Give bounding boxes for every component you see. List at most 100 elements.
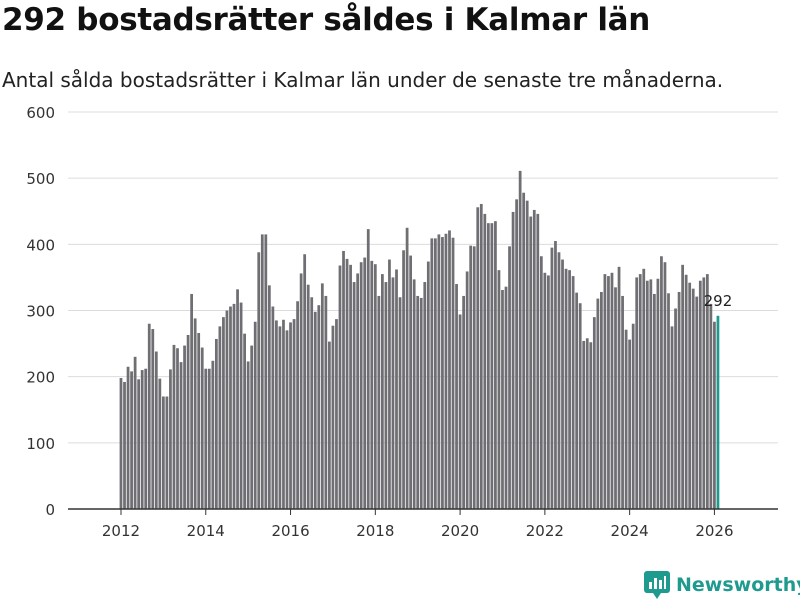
bar: [451, 237, 455, 509]
bar: [331, 325, 335, 509]
bar: [437, 234, 441, 510]
x-tick-label: 2014: [187, 522, 225, 540]
bar: [292, 319, 296, 509]
bar: [335, 319, 338, 509]
bar: [539, 256, 543, 509]
bar: [186, 334, 190, 509]
bar: [296, 301, 299, 509]
bar: [161, 396, 165, 509]
bar: [349, 264, 352, 509]
bar: [660, 256, 663, 509]
bar: [709, 303, 713, 509]
bar: [522, 192, 526, 509]
bar: [412, 279, 416, 509]
bar: [532, 209, 536, 509]
x-tick-label: 2016: [271, 522, 309, 540]
bar: [698, 280, 702, 509]
bar: [667, 293, 670, 509]
x-tick-label: 2026: [695, 522, 733, 540]
bar: [631, 323, 635, 509]
bar: [345, 258, 349, 509]
x-axis: 2012 2014 2016 2018 2020 2022 2024 2026: [68, 508, 778, 540]
bar: [642, 268, 646, 509]
bar: [320, 283, 324, 509]
bar: [695, 296, 699, 509]
x-tick-label: 2022: [526, 522, 564, 540]
x-tick-label: 2020: [441, 522, 479, 540]
bar: [225, 310, 229, 509]
bar: [469, 245, 473, 509]
bar: [391, 277, 395, 509]
bar: [303, 254, 307, 509]
bar: [582, 340, 586, 509]
bar: [409, 255, 413, 509]
bar: [236, 289, 239, 509]
bar: [635, 277, 639, 509]
y-tick-label: 200: [26, 369, 55, 387]
newsworthy-logo-icon: [644, 571, 670, 599]
bar: [684, 274, 688, 509]
bar: [645, 280, 649, 509]
bar: [716, 315, 720, 509]
bar: [525, 200, 529, 509]
bar: [691, 288, 695, 509]
bar: [359, 262, 363, 509]
bar: [204, 368, 208, 509]
bar: [306, 284, 310, 509]
bar: [550, 247, 554, 509]
bar: [310, 297, 314, 509]
x-tick-label: 2024: [611, 522, 649, 540]
bar: [486, 223, 490, 509]
bar: [356, 273, 360, 509]
bar: [497, 270, 501, 509]
bar: [207, 368, 211, 509]
bar: [366, 229, 370, 510]
bar: [275, 320, 278, 509]
bar: [299, 273, 303, 509]
bar: [501, 289, 504, 509]
bar: [123, 381, 126, 509]
bar: [575, 292, 579, 509]
bar: [649, 279, 653, 509]
bar: [426, 261, 430, 509]
bar: [239, 302, 243, 509]
bar: [564, 268, 568, 509]
bar: [688, 282, 692, 509]
data-labels: 292: [704, 292, 733, 310]
bar: [617, 266, 621, 509]
bar: [441, 237, 444, 509]
bar: [119, 377, 123, 509]
bar: [465, 271, 469, 509]
bar: [229, 306, 232, 509]
bar: [430, 238, 434, 509]
bar: [250, 345, 254, 509]
bar: [211, 360, 215, 509]
x-tick-label: 2012: [102, 522, 140, 540]
bar: [285, 330, 289, 509]
y-tick-label: 500: [26, 170, 55, 188]
bar: [508, 246, 511, 509]
bar: [656, 278, 660, 509]
bar: [433, 238, 437, 509]
y-tick-label: 300: [26, 303, 55, 321]
brand-logo: Newsworthy: [644, 570, 800, 600]
bar: [515, 199, 518, 509]
bar: [165, 396, 169, 509]
bar: [494, 221, 497, 510]
bar: [363, 257, 367, 509]
bar: [578, 303, 582, 509]
bar: [543, 272, 547, 509]
bar: [126, 366, 130, 509]
bar: [338, 265, 342, 509]
bar: [677, 291, 681, 509]
brand-name: Newsworthy: [676, 574, 800, 596]
bar: [398, 297, 402, 509]
bar: [568, 270, 571, 509]
bar: [483, 213, 487, 509]
bar: [674, 308, 677, 509]
bar: [476, 207, 480, 509]
bar: [158, 378, 162, 509]
x-tick-label: 2018: [356, 522, 394, 540]
bar: [352, 282, 356, 509]
bar: [324, 295, 328, 509]
